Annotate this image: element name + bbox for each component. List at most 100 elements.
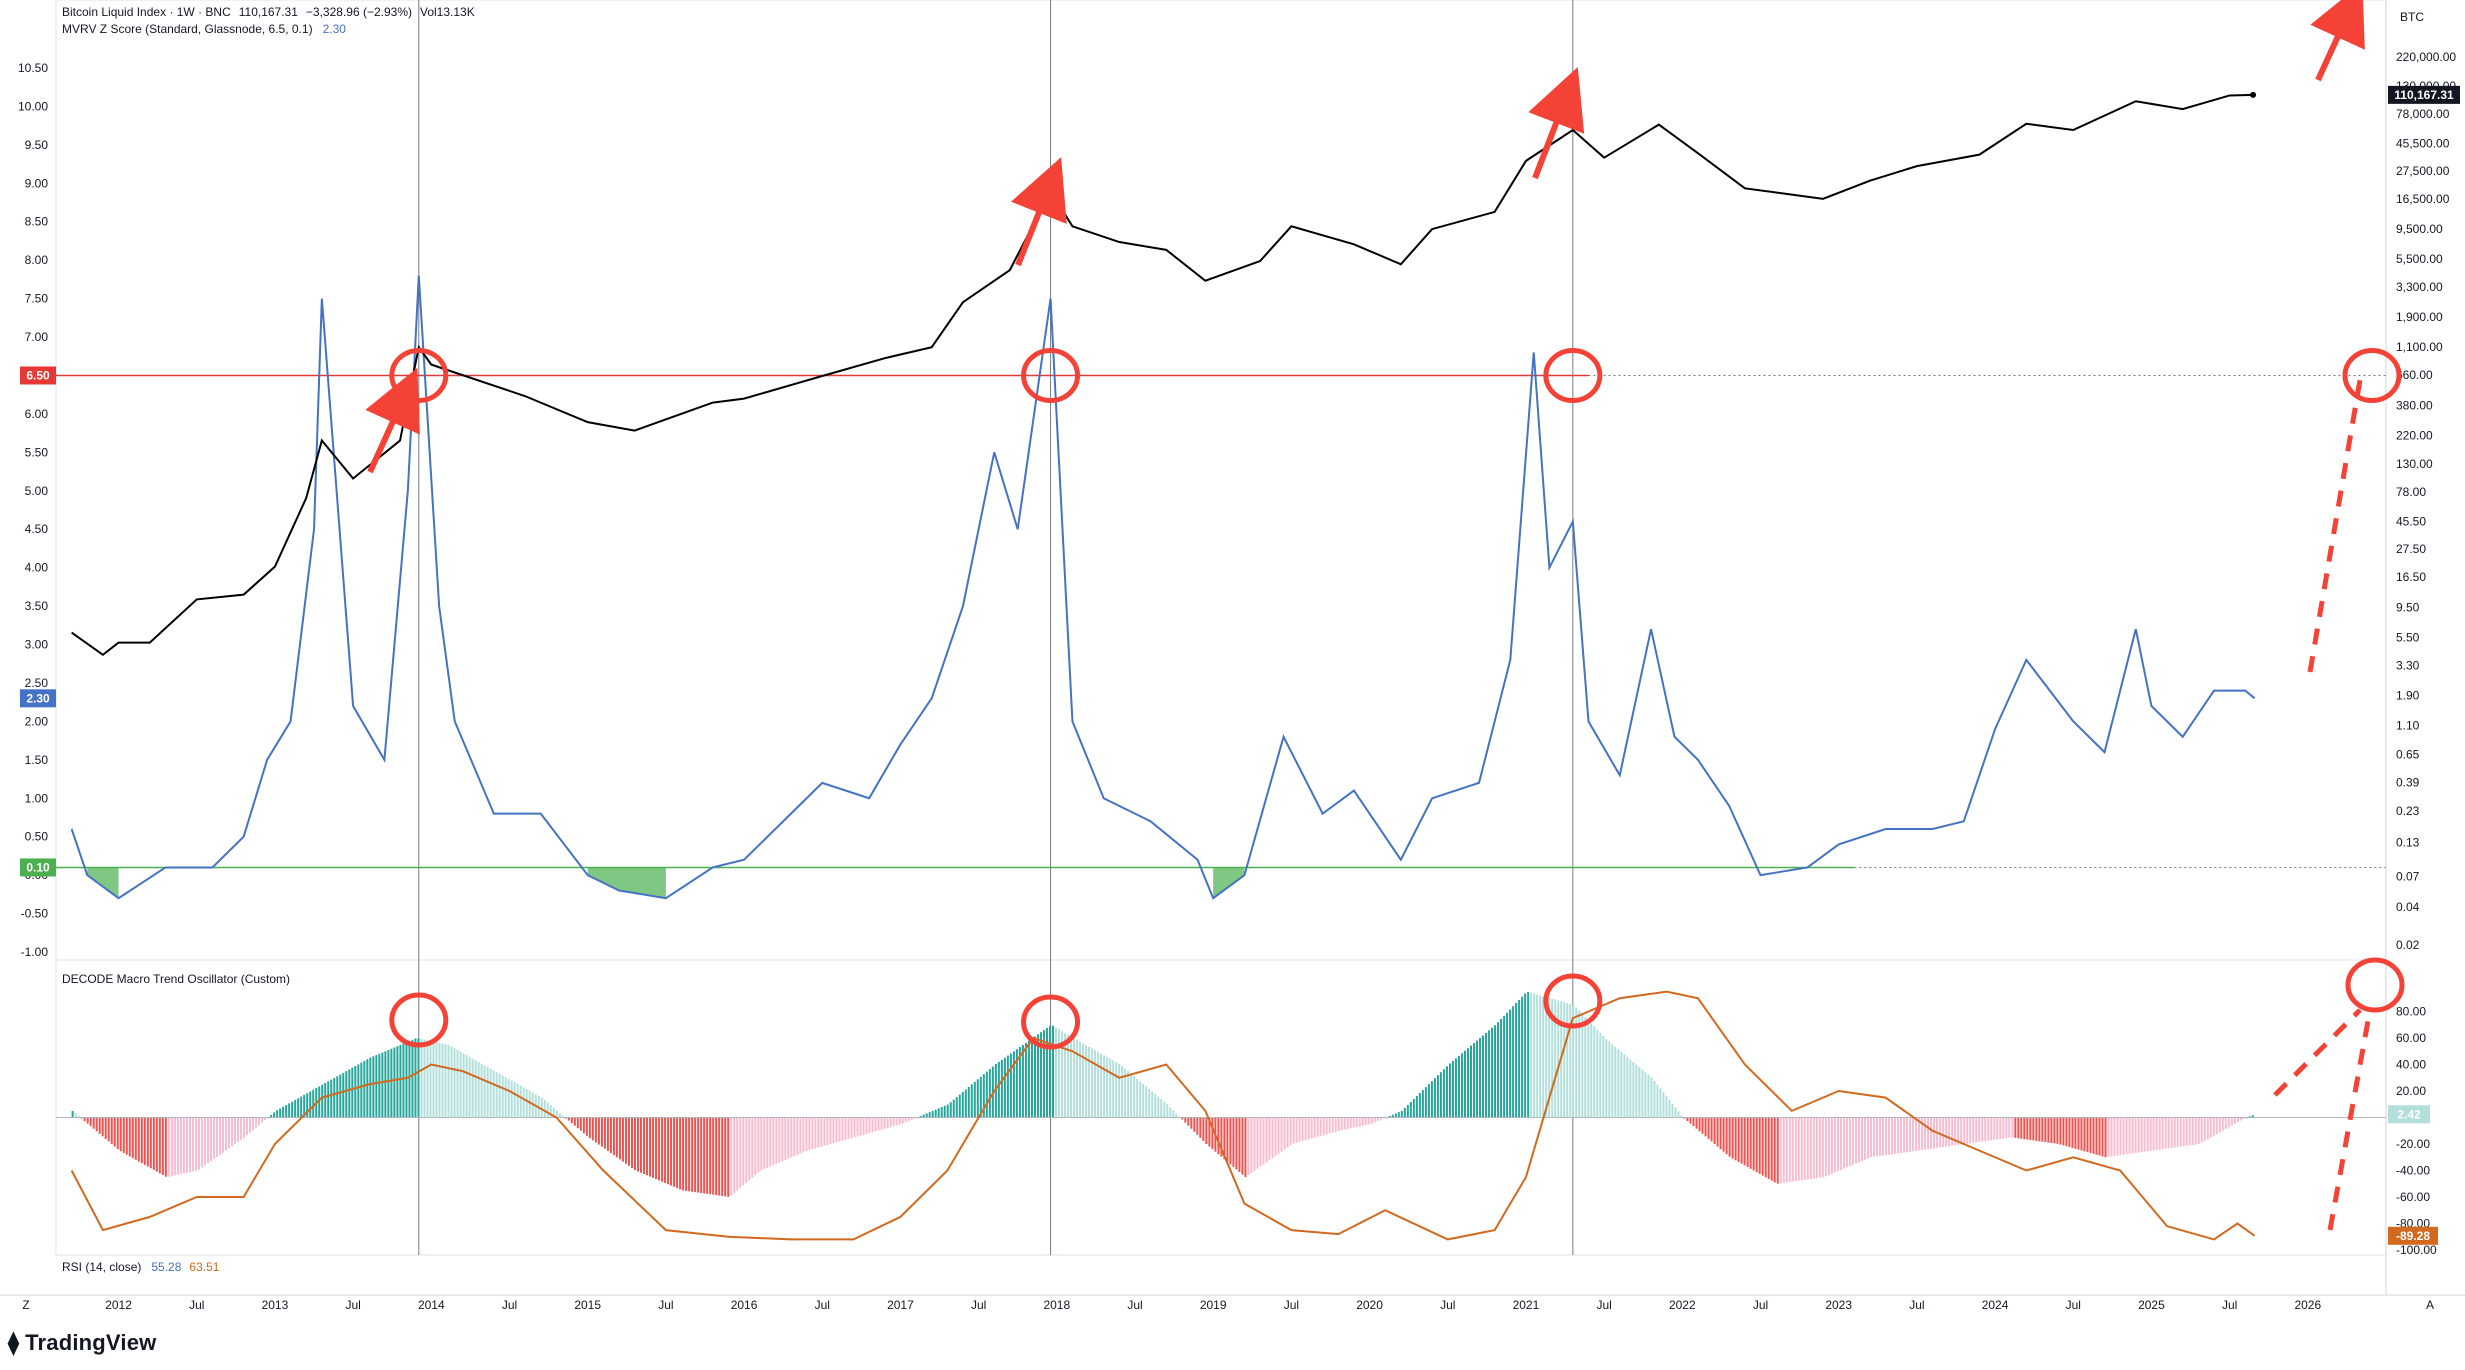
oscillator-bar — [173, 1117, 176, 1176]
oscillator-bar — [2188, 1117, 2191, 1146]
oscillator-bar — [1572, 1004, 1575, 1118]
oscillator-bar — [1539, 995, 1542, 1118]
oscillator-bar — [615, 1117, 618, 1158]
right-axis-price-tick: 1,100.00 — [2396, 340, 2443, 354]
oscillator-bar — [609, 1117, 612, 1154]
oscillator-bar — [1277, 1117, 1280, 1154]
oscillator-bar — [1815, 1117, 1818, 1179]
oscillator-bar — [203, 1117, 206, 1166]
oscillator-bar — [384, 1051, 387, 1118]
oscillator-bar — [1725, 1117, 1728, 1155]
oscillator-bar — [588, 1117, 591, 1139]
oscillator-bar — [1578, 1010, 1581, 1118]
oscillator-bar — [228, 1117, 231, 1149]
auto-scale-label[interactable]: A — [2426, 1298, 2434, 1312]
right-axis-osc-tick: -100.00 — [2396, 1243, 2437, 1257]
time-axis-tick: 2012 — [105, 1298, 132, 1312]
oscillator-bar — [573, 1117, 576, 1126]
oscillator-bar — [1515, 1003, 1518, 1118]
legend-main-title[interactable]: Bitcoin Liquid Index · 1W · BNC 110,167.3… — [62, 5, 475, 19]
left-axis-tick: 1.50 — [25, 753, 49, 767]
oscillator-bar — [188, 1117, 191, 1173]
oscillator-bar — [1064, 1032, 1067, 1118]
oscillator-bar — [98, 1117, 101, 1134]
oscillator-bar — [1963, 1117, 1966, 1145]
oscillator-bar — [1602, 1036, 1605, 1118]
time-axis-tick: Jul — [2066, 1298, 2081, 1312]
oscillator-bar — [1067, 1034, 1070, 1118]
rsi-line — [70, 990, 2256, 1241]
annotation-osc-circle-2021 — [1543, 973, 1603, 1029]
oscillator-bar — [703, 1117, 706, 1194]
oscillator-bar — [1039, 1032, 1042, 1118]
oscillator-bar — [1806, 1117, 1809, 1180]
oscillator-bar — [2155, 1117, 2158, 1151]
oscillator-bar — [387, 1049, 390, 1118]
oscillator-bar — [1184, 1117, 1187, 1123]
oscillator-bar — [1695, 1117, 1698, 1129]
time-axis-tick: Jul — [1127, 1298, 1142, 1312]
oscillator-bar — [1244, 1117, 1247, 1178]
legend-mvrv-title[interactable]: MVRV Z Score (Standard, Glassnode, 6.5, … — [62, 22, 346, 36]
oscillator-bar — [1418, 1093, 1421, 1118]
oscillator-bar — [591, 1117, 594, 1141]
oscillator-bar — [74, 1113, 77, 1118]
oscillator-bar — [2242, 1117, 2245, 1119]
oscillator-bar — [1656, 1084, 1659, 1118]
oscillator-bar — [2059, 1117, 2062, 1145]
oscillator-bar — [405, 1042, 408, 1118]
oscillator-bar — [2038, 1117, 2041, 1142]
oscillator-bar — [1674, 1107, 1677, 1118]
oscillator-bar — [212, 1117, 215, 1160]
oscillator-bar — [1313, 1117, 1316, 1138]
legend-rsi-title[interactable]: RSI (14, close) 55.28 63.51 — [62, 1260, 220, 1274]
oscillator-bar — [649, 1117, 652, 1177]
oscillator-bar — [417, 1038, 420, 1118]
oscillator-bar — [1433, 1078, 1436, 1118]
oscillator-bar — [1424, 1087, 1427, 1118]
oscillator-bar — [757, 1117, 760, 1173]
oscillator-bar — [231, 1117, 234, 1147]
annotation-osc-circle-2017 — [1021, 994, 1081, 1050]
oscillator-bar — [691, 1117, 694, 1192]
currency-label[interactable]: BTC — [2400, 10, 2424, 24]
oscillator-bar — [474, 1060, 477, 1118]
oscillator-bar — [294, 1100, 297, 1118]
tradingview-logo[interactable]: ⧫ TradingView — [8, 1330, 156, 1356]
oscillator-bar — [754, 1117, 757, 1176]
oscillator-bar — [1491, 1027, 1494, 1118]
oscillator-bar — [811, 1117, 814, 1150]
oscillator-bar — [694, 1117, 697, 1193]
oscillator-bar — [525, 1089, 528, 1118]
tag-level-low-text: 0.10 — [26, 860, 50, 874]
oscillator-bar — [847, 1117, 850, 1140]
timezone-z-label[interactable]: Z — [22, 1298, 29, 1312]
oscillator-bar — [838, 1117, 841, 1142]
oscillator-bar — [420, 1039, 423, 1118]
tradingview-logo-text: TradingView — [25, 1330, 157, 1355]
oscillator-bar — [1722, 1117, 1725, 1152]
left-axis-tick: 9.50 — [25, 138, 49, 152]
oscillator-bar — [2023, 1117, 2026, 1140]
oscillator-bar — [270, 1114, 273, 1118]
oscillator-bar — [582, 1117, 585, 1134]
oscillator-bar — [1506, 1012, 1509, 1118]
right-axis-price-tick: 9,500.00 — [2396, 222, 2443, 236]
time-axis-tick: Jul — [2222, 1298, 2237, 1312]
oscillator-bar — [1749, 1117, 1752, 1169]
oscillator-bar — [1103, 1055, 1106, 1118]
oscillator-bar — [89, 1117, 92, 1127]
time-axis-tick: 2025 — [2138, 1298, 2165, 1312]
time-axis[interactable]: 2012 Jul 2013 Jul 2014 Jul 2015 Jul 2016 Jul 2017 J… — [105, 1298, 2321, 1312]
oscillator-bar — [363, 1060, 366, 1118]
oscillator-bar — [252, 1117, 255, 1131]
oscillator-bar — [218, 1117, 221, 1155]
oscillator-bar — [1346, 1117, 1349, 1129]
oscillator-bar — [1076, 1040, 1079, 1118]
oscillator-bar — [2077, 1117, 2080, 1150]
oscillator-bar — [1993, 1117, 1996, 1140]
oscillator-bar — [1232, 1117, 1235, 1167]
left-axis-tick: 5.50 — [25, 445, 49, 459]
legend-osc-title[interactable]: DECODE Macro Trend Oscillator (Custom) — [62, 972, 290, 986]
oscillator-bar — [164, 1117, 167, 1177]
